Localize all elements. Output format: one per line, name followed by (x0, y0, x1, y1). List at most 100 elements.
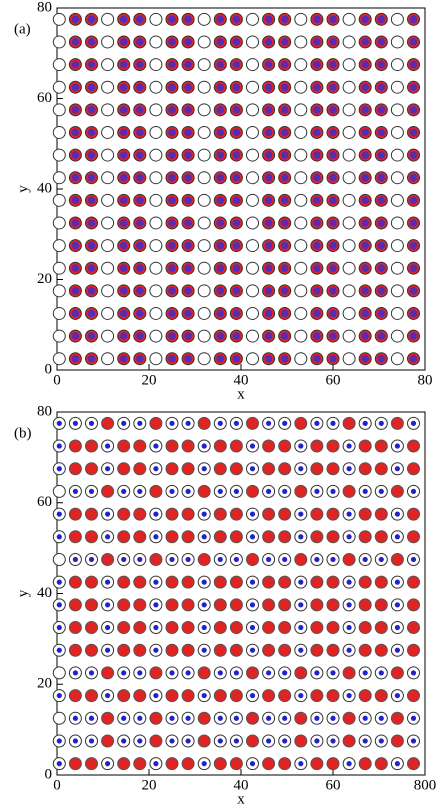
open-site (390, 261, 404, 275)
blue-dot (410, 670, 417, 676)
open-site (246, 80, 259, 94)
site-core (377, 241, 386, 250)
site-core (119, 173, 128, 182)
site-core (329, 354, 337, 363)
red-site (213, 643, 227, 657)
site-core (71, 106, 80, 114)
site-core (264, 128, 273, 137)
red-site (181, 689, 195, 703)
blue-dot (56, 692, 62, 699)
site-core (313, 354, 321, 363)
open-site (390, 193, 404, 207)
red-site (342, 734, 356, 748)
site-core (329, 173, 337, 182)
site-core (71, 264, 80, 272)
blue-dot (266, 738, 272, 744)
site-core (119, 106, 128, 114)
blue-dot (56, 534, 62, 540)
red-site (374, 621, 388, 635)
red-site (229, 530, 243, 544)
blue-dot (298, 443, 304, 449)
open-site (101, 80, 115, 94)
red-site (133, 530, 147, 544)
blue-dot (346, 579, 352, 585)
open-site (149, 239, 163, 253)
red-site (326, 689, 340, 703)
red-site (68, 530, 82, 544)
blue-dot (249, 511, 256, 517)
red-site (181, 507, 195, 521)
blue-dot (201, 443, 207, 449)
blue-dot (249, 443, 256, 449)
red-site (358, 507, 372, 521)
red-site (181, 530, 195, 544)
red-site (68, 621, 82, 635)
red-site (342, 666, 356, 680)
site-core (361, 173, 370, 182)
site-core (361, 106, 370, 114)
red-site (278, 598, 292, 612)
red-site (149, 484, 163, 498)
site-core (71, 128, 80, 137)
blue-dot (153, 534, 159, 540)
blue-dot (378, 715, 384, 721)
site-core (409, 332, 418, 340)
open-site (52, 552, 66, 566)
open-site (390, 306, 404, 320)
red-site (407, 507, 420, 521)
open-site (101, 261, 115, 275)
open-site (52, 666, 66, 680)
open-site (342, 239, 356, 253)
blue-dot (169, 715, 175, 721)
site-core (329, 106, 337, 114)
blue-dot (56, 466, 62, 472)
open-site (149, 125, 163, 139)
blue-dot (346, 647, 352, 653)
site-core (136, 38, 144, 46)
site-core (87, 309, 96, 318)
y-tick-label: 0 (45, 361, 53, 377)
site-core (184, 173, 192, 182)
red-site (310, 575, 324, 589)
open-site (294, 103, 308, 117)
site-core (329, 309, 337, 318)
site-core (71, 83, 80, 91)
site-core (280, 287, 289, 295)
blue-dot (362, 488, 368, 495)
red-site (294, 416, 308, 430)
open-site (52, 352, 66, 366)
blue-dot (105, 534, 111, 540)
open-site (294, 352, 308, 366)
red-site (342, 711, 356, 725)
open-site (149, 193, 163, 207)
site-core (136, 151, 144, 159)
blue-dot (249, 692, 256, 699)
red-site (101, 666, 115, 680)
site-core (409, 309, 418, 318)
red-site (68, 689, 82, 703)
blue-dot (394, 511, 400, 517)
site-core (361, 15, 370, 24)
red-site (68, 439, 82, 453)
blue-dot (233, 556, 239, 563)
site-core (216, 241, 225, 250)
site-core (184, 332, 192, 340)
open-site (149, 80, 163, 94)
site-core (329, 151, 337, 159)
site-core (313, 15, 321, 24)
red-site (407, 621, 420, 635)
x-tick-label: 60 (326, 777, 341, 793)
red-site (197, 734, 211, 748)
red-site (262, 689, 276, 703)
site-core (184, 309, 192, 318)
site-core (377, 332, 386, 340)
site-core (280, 128, 289, 137)
blue-dot (153, 443, 159, 449)
site-core (409, 106, 418, 114)
red-site (294, 666, 308, 680)
blue-dot (169, 420, 175, 426)
site-core (280, 309, 289, 318)
red-site (326, 462, 340, 476)
blue-dot (346, 602, 352, 608)
red-site (407, 575, 420, 589)
